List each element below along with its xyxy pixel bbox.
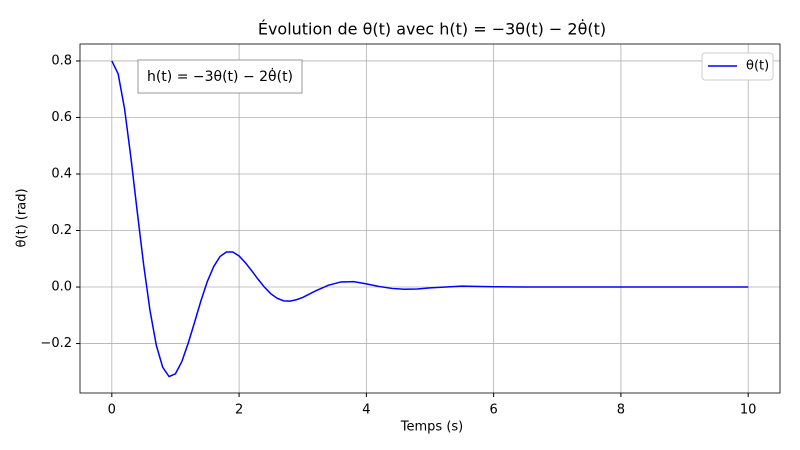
x-tick-label: 6	[489, 403, 497, 418]
y-tick-label: 0.6	[51, 110, 72, 125]
annotation: h(t) = −3θ(t) − 2θ̇(t)	[147, 67, 293, 85]
y-tick-label: 0.0	[51, 280, 72, 295]
chart-title: Évolution de θ(t) avec h(t) = −3θ(t) − 2…	[258, 20, 606, 39]
legend-label: θ(t)	[746, 59, 769, 74]
x-tick-label: 2	[235, 403, 243, 418]
y-tick-label: 0.2	[51, 223, 72, 238]
y-tick-label: 0.4	[51, 166, 72, 181]
x-tick-label: 0	[108, 403, 116, 418]
plot-frame	[79, 43, 781, 394]
y-axis-label: θ(t) (rad)	[15, 188, 30, 247]
annotation-box	[137, 59, 303, 94]
x-tick-label: 4	[362, 403, 370, 418]
x-axis-label: Temps (s)	[400, 420, 463, 435]
y-tick-label: 0.8	[51, 53, 72, 68]
x-tick-label: 10	[740, 403, 757, 418]
data-line	[111, 60, 749, 378]
x-tick-label: 8	[617, 403, 625, 418]
y-tick-label: −0.2	[40, 336, 72, 351]
legend-box	[701, 52, 774, 81]
